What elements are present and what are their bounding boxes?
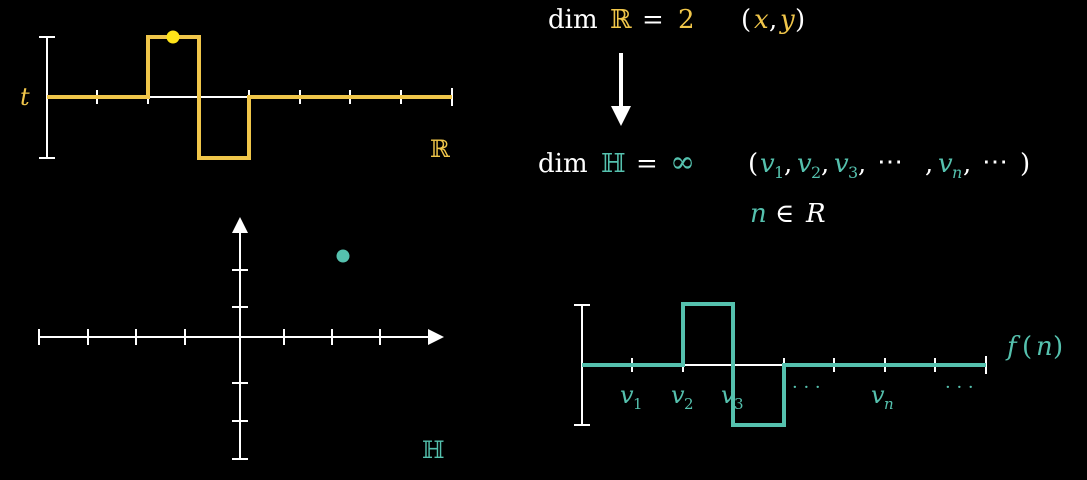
fn-paren-close: )	[1053, 332, 1063, 362]
tick-v3: v	[721, 381, 735, 409]
tick-v2-sub: 2	[684, 395, 694, 413]
eq2-paren-close: )	[1020, 149, 1030, 179]
eq1-paren-close: )	[795, 5, 805, 35]
tick-vn-sub: n	[884, 395, 894, 413]
tick-v3-sub: 3	[734, 395, 744, 413]
eq2-sep4: ,	[925, 149, 933, 179]
eq2-v3: v	[834, 149, 849, 179]
eq1-comma: ,	[769, 5, 777, 35]
eq1-x: x	[754, 5, 769, 35]
eq1-equals: =	[642, 5, 664, 35]
eq2-dim: dim	[538, 149, 588, 179]
fn-n: n	[1036, 332, 1053, 362]
top-function-plot: t ℝ	[20, 30, 453, 163]
tick-dots1: · · ·	[792, 377, 821, 398]
plane-y-ticks	[232, 269, 248, 460]
bottom-tick-labels: v 1 v 2 v 3 · · · v n · · ·	[620, 377, 974, 413]
tick-v2: v	[671, 381, 685, 409]
plane-x-arrow	[428, 329, 444, 345]
tick-v1: v	[620, 381, 634, 409]
eq3-n: n	[750, 199, 767, 229]
bottom-square-wave	[582, 302, 986, 427]
plane-label-H: ℍ	[422, 436, 445, 464]
bottom-label-fn: f ( n )	[1005, 332, 1063, 362]
top-label-R: ℝ	[430, 135, 451, 163]
plane-y-arrow	[232, 217, 248, 233]
eq1-value: 2	[678, 5, 695, 35]
eq2-dots2: ⋯	[982, 147, 1008, 177]
eq2-vn-sub: n	[952, 163, 962, 182]
down-arrow	[611, 53, 631, 126]
fn-paren-open: (	[1022, 332, 1032, 362]
eq2-sep2: ,	[821, 149, 829, 179]
tick-v1-sub: 1	[633, 395, 643, 413]
eq2-sep5: ,	[963, 149, 971, 179]
bottom-function-plot: f ( n ) v 1 v 2 v 3 · · · v n · · ·	[574, 302, 1063, 427]
equation-dim-R: dim ℝ = 2 ( x , y )	[548, 5, 805, 35]
plane-x-ticks	[38, 329, 381, 345]
eq2-v1-sub: 1	[774, 163, 784, 182]
eq1-paren-open: (	[741, 5, 751, 35]
eq2-dots1: ⋯	[877, 147, 903, 177]
eq2-sep1: ,	[784, 149, 792, 179]
equation-dim-H: dim ℍ = ∞ ( v 1 , v 2 , v 3 , ⋯ , v n , …	[538, 145, 1030, 182]
eq3-R: R	[805, 199, 826, 229]
eq2-v2-sub: 2	[811, 163, 821, 182]
fn-f: f	[1005, 332, 1021, 362]
eq2-H: ℍ	[601, 149, 626, 179]
eq2-vn: v	[938, 149, 953, 179]
eq2-v2: v	[797, 149, 812, 179]
eq2-sep3: ,	[858, 149, 866, 179]
eq3-in: ∈	[775, 199, 794, 229]
eq2-infinity: ∞	[670, 145, 695, 180]
top-label-t: t	[20, 83, 30, 111]
equation-n-in-R: n ∈ R	[750, 199, 826, 229]
eq1-dim: dim	[548, 5, 598, 35]
coordinate-plane: ℍ	[38, 217, 445, 464]
eq1-R: ℝ	[610, 5, 632, 35]
tick-dots2: · · ·	[945, 377, 974, 398]
eq2-v1: v	[760, 149, 775, 179]
eq1-y: y	[779, 5, 795, 35]
eq2-equals: =	[636, 149, 658, 179]
eq2-paren-open: (	[748, 149, 758, 179]
top-highlight-dot	[166, 30, 180, 44]
tick-vn: v	[871, 381, 885, 409]
plane-point	[336, 249, 350, 263]
eq2-v3-sub: 3	[848, 163, 858, 182]
top-square-wave	[47, 35, 452, 160]
